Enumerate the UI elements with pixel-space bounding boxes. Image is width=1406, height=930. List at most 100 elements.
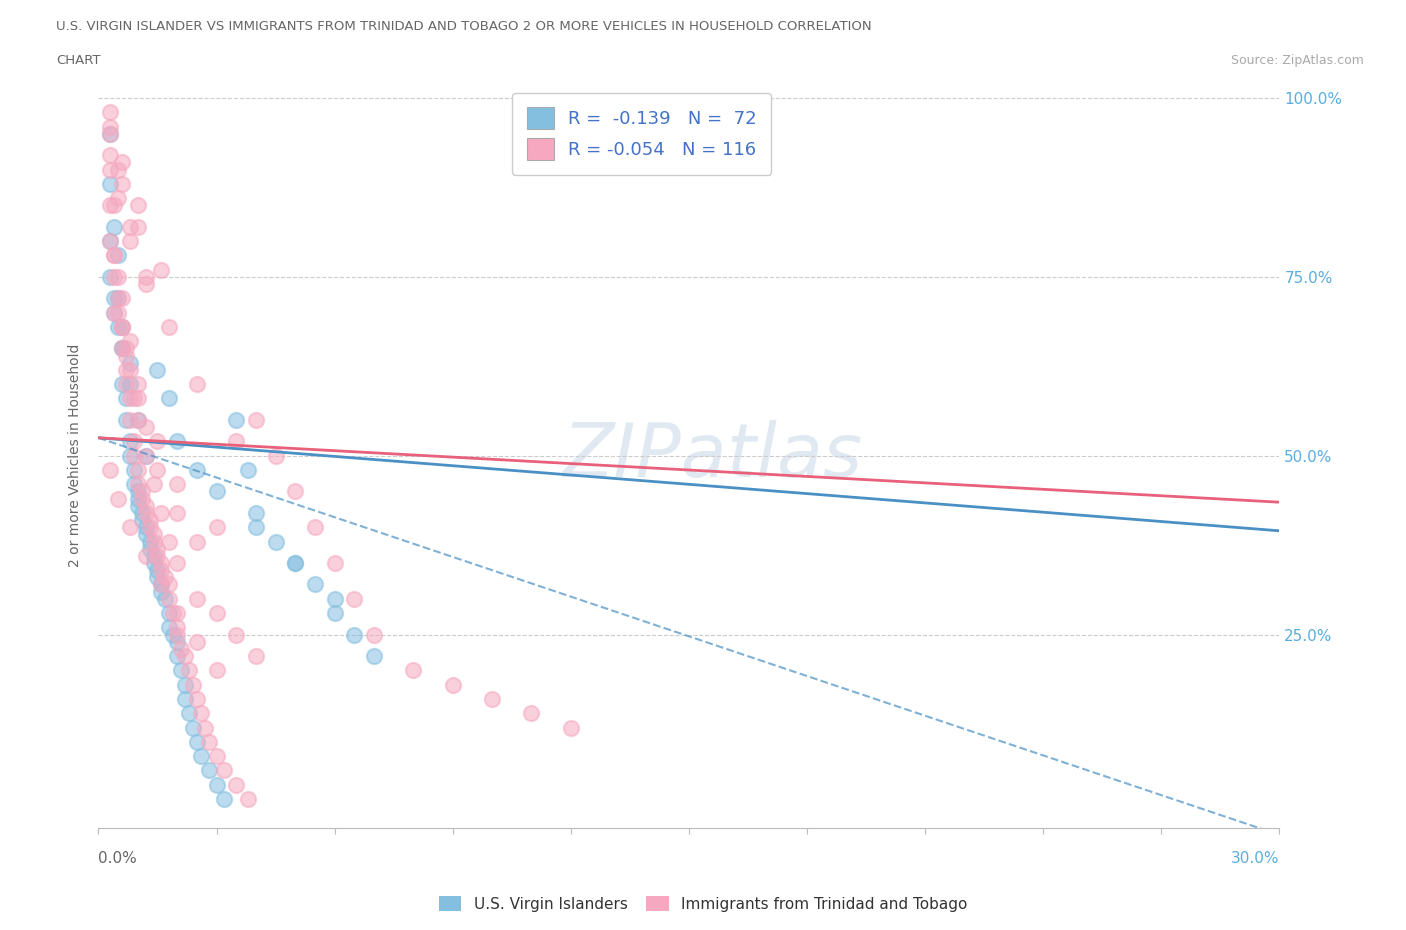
Point bbox=[135, 276, 157, 291]
Point bbox=[157, 391, 180, 405]
Point bbox=[122, 434, 145, 449]
Point bbox=[174, 677, 197, 692]
Point bbox=[127, 219, 149, 234]
Point bbox=[323, 555, 346, 570]
Point bbox=[363, 648, 385, 663]
Point bbox=[118, 377, 141, 392]
Point bbox=[236, 791, 259, 806]
Point bbox=[127, 477, 149, 492]
Point bbox=[98, 233, 121, 248]
Point bbox=[284, 555, 307, 570]
Point bbox=[111, 291, 134, 306]
Point bbox=[205, 749, 228, 764]
Point bbox=[107, 491, 129, 506]
Point bbox=[118, 355, 141, 370]
Point bbox=[98, 162, 121, 177]
Point bbox=[146, 434, 169, 449]
Point bbox=[103, 291, 125, 306]
Point bbox=[135, 419, 157, 434]
Point bbox=[98, 233, 121, 248]
Point bbox=[118, 520, 141, 535]
Point bbox=[214, 791, 236, 806]
Point bbox=[131, 506, 153, 521]
Text: 30.0%: 30.0% bbox=[1232, 851, 1279, 866]
Point bbox=[118, 434, 141, 449]
Point bbox=[127, 391, 149, 405]
Point bbox=[166, 506, 188, 521]
Point bbox=[135, 448, 157, 463]
Point bbox=[127, 484, 149, 498]
Text: ZIPatlas: ZIPatlas bbox=[562, 419, 863, 492]
Point bbox=[166, 555, 188, 570]
Point bbox=[103, 270, 125, 285]
Point bbox=[205, 663, 228, 678]
Point bbox=[127, 377, 149, 392]
Text: Source: ZipAtlas.com: Source: ZipAtlas.com bbox=[1230, 54, 1364, 67]
Point bbox=[98, 105, 121, 120]
Point bbox=[162, 605, 184, 620]
Point bbox=[225, 434, 247, 449]
Point bbox=[166, 634, 188, 649]
Point bbox=[157, 591, 180, 606]
Point bbox=[186, 534, 208, 549]
Point bbox=[98, 198, 121, 213]
Point bbox=[98, 462, 121, 477]
Point bbox=[225, 627, 247, 642]
Point bbox=[323, 591, 346, 606]
Point bbox=[304, 520, 326, 535]
Point bbox=[111, 341, 134, 356]
Point bbox=[111, 377, 134, 392]
Point bbox=[155, 570, 177, 585]
Point bbox=[150, 577, 173, 591]
Point bbox=[122, 391, 145, 405]
Point bbox=[245, 520, 267, 535]
Point bbox=[107, 270, 129, 285]
Point bbox=[135, 549, 157, 564]
Point bbox=[111, 320, 134, 335]
Point bbox=[98, 126, 121, 141]
Point bbox=[157, 534, 180, 549]
Legend: U.S. Virgin Islanders, Immigrants from Trinidad and Tobago: U.S. Virgin Islanders, Immigrants from T… bbox=[433, 889, 973, 918]
Point bbox=[150, 506, 173, 521]
Point bbox=[115, 348, 138, 363]
Point bbox=[284, 484, 307, 498]
Point bbox=[197, 735, 219, 750]
Point bbox=[343, 591, 366, 606]
Point bbox=[103, 198, 125, 213]
Point bbox=[118, 391, 141, 405]
Point bbox=[284, 555, 307, 570]
Point bbox=[155, 591, 177, 606]
Point bbox=[103, 219, 125, 234]
Point bbox=[135, 506, 157, 521]
Point bbox=[343, 627, 366, 642]
Point bbox=[111, 341, 134, 356]
Point bbox=[166, 627, 188, 642]
Point bbox=[481, 692, 503, 707]
Text: 0.0%: 0.0% bbox=[98, 851, 138, 866]
Point bbox=[157, 320, 180, 335]
Point bbox=[236, 462, 259, 477]
Point bbox=[323, 605, 346, 620]
Point bbox=[205, 484, 228, 498]
Point bbox=[111, 320, 134, 335]
Point bbox=[186, 692, 208, 707]
Point bbox=[131, 512, 153, 527]
Point bbox=[264, 448, 287, 463]
Point bbox=[146, 363, 169, 378]
Point bbox=[127, 462, 149, 477]
Point bbox=[107, 162, 129, 177]
Point bbox=[122, 448, 145, 463]
Point bbox=[264, 534, 287, 549]
Point bbox=[138, 534, 160, 549]
Point bbox=[186, 735, 208, 750]
Point bbox=[166, 434, 188, 449]
Point bbox=[103, 248, 125, 263]
Point bbox=[150, 577, 173, 591]
Point bbox=[186, 634, 208, 649]
Point bbox=[118, 448, 141, 463]
Point bbox=[157, 577, 180, 591]
Point bbox=[194, 720, 217, 735]
Point bbox=[186, 591, 208, 606]
Point bbox=[135, 270, 157, 285]
Point bbox=[135, 498, 157, 513]
